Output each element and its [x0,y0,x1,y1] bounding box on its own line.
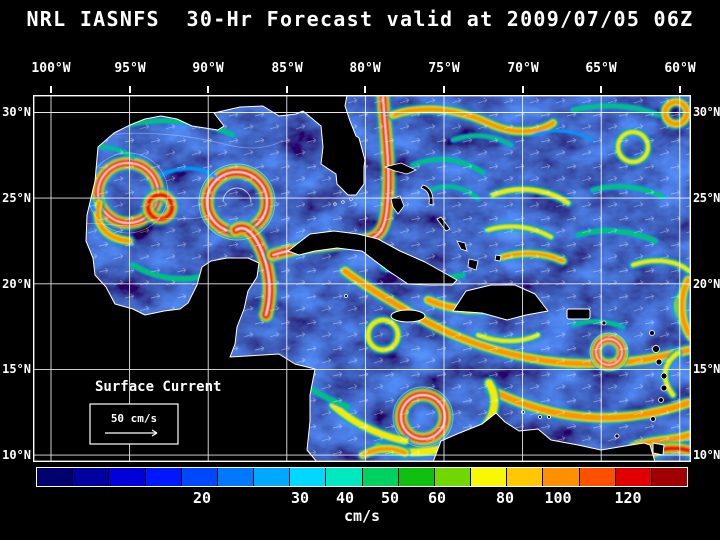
land-bahamas [383,162,417,175]
colorbar-segment [398,468,434,486]
latitude-label: 25°N [2,191,31,205]
colorbar-segments [37,468,688,486]
axis-tick [129,86,131,93]
map-frame [33,95,691,462]
land-bahamas [436,216,451,232]
longitude-label: 80°W [349,61,381,76]
longitude-label: 65°W [585,61,617,76]
axis-tick [600,86,602,93]
latitude-label: 10°N [2,448,31,462]
colorbar-segment [326,468,362,486]
axis-tick [50,86,52,93]
land-trinidad [652,442,665,456]
axis-tick [522,86,524,93]
scale-arrow-icon [105,429,158,437]
longitude-label: 85°W [271,61,303,76]
grid-lines [33,95,691,462]
land-lesser-antilles [649,330,655,336]
colorbar-segment [109,468,145,486]
longitude-label: 70°W [507,61,539,76]
land-abc-islands [547,415,551,419]
land-bahamas [390,195,405,215]
colorbar-segment [507,468,543,486]
colorbar-tick: 20 [192,489,212,507]
longitude-label: 90°W [192,61,224,76]
land-masses [33,95,665,462]
land-bahamas [467,258,479,271]
land-lesser-antilles [655,358,663,366]
colorbar-segment [290,468,326,486]
colorbar-tick: 30 [290,489,310,507]
colorbar-segment [579,468,615,486]
land-lesser-antilles [652,345,660,353]
axis-tick [207,86,209,93]
land-lesser-antilles [658,397,664,403]
axis-tick [364,86,366,93]
colorbar-tick: 80 [495,489,515,507]
land-south-america [432,412,656,462]
land-abc-islands [538,415,542,419]
colorbar-segment [254,468,290,486]
land-bahamas [494,254,502,262]
colorbar-segment [145,468,181,486]
scale-box [89,403,179,445]
axis-tick [443,86,445,93]
land-lesser-antilles [660,384,668,392]
latitude-label: 10°N [693,448,720,462]
land-lesser-antilles [650,416,656,422]
axis-tick [286,86,288,93]
colorbar-tick: 60 [427,489,447,507]
latitude-label: 15°N [2,362,31,376]
colorbar-segment [615,468,651,486]
colorbar-tick: 120 [614,489,642,507]
land-north-central-america [33,95,366,462]
longitude-label: 100°W [31,61,71,76]
latitude-label: 20°N [2,277,31,291]
land-bahamas [420,184,434,206]
surface-current-map: Surface Current 50 cm/s [33,95,691,462]
colorbar-segment [543,468,579,486]
scale-value-label: 50 cm/s [111,412,157,425]
land-puerto-rico [566,308,591,320]
colorbar-segment [73,468,109,486]
land-florida-keys [333,202,337,206]
colorbar-segment [217,468,254,486]
colorbar-segment [181,468,217,486]
latitude-label: 20°N [693,277,720,291]
colorbar-segment [362,468,398,486]
colorbar-segment [651,468,688,486]
longitude-label: 60°W [664,61,696,76]
latitude-label: 30°N [2,105,31,119]
colorbar-tick: 40 [335,489,355,507]
land-cuba [287,230,458,286]
colorbar-segment [471,468,507,486]
colorbar-tick: 50 [380,489,400,507]
land-lesser-antilles [660,372,668,380]
colorbar-unit-label: cm/s [343,507,381,525]
axis-tick [679,86,681,93]
land-lesser-antilles [601,320,607,326]
colorbar [36,467,688,487]
colorbar-segment [37,468,73,486]
land-jamaica [390,309,426,323]
longitude-label: 95°W [114,61,146,76]
latitude-label: 30°N [693,105,720,119]
land-small-islands [333,162,668,439]
land-florida-keys [341,200,345,204]
colorbar-segment [434,468,471,486]
forecast-title: NRL IASNFS 30-Hr Forecast valid at 2009/… [26,7,694,31]
colorbar-tick: 100 [544,489,572,507]
longitude-label: 75°W [428,61,460,76]
latitude-label: 25°N [693,191,720,205]
latitude-label: 15°N [693,362,720,376]
land-margarita [614,433,620,439]
land-bahamas [456,240,468,252]
surface-current-label: Surface Current [95,379,221,395]
land-hispaniola [452,284,549,321]
land-cayman [344,294,348,298]
